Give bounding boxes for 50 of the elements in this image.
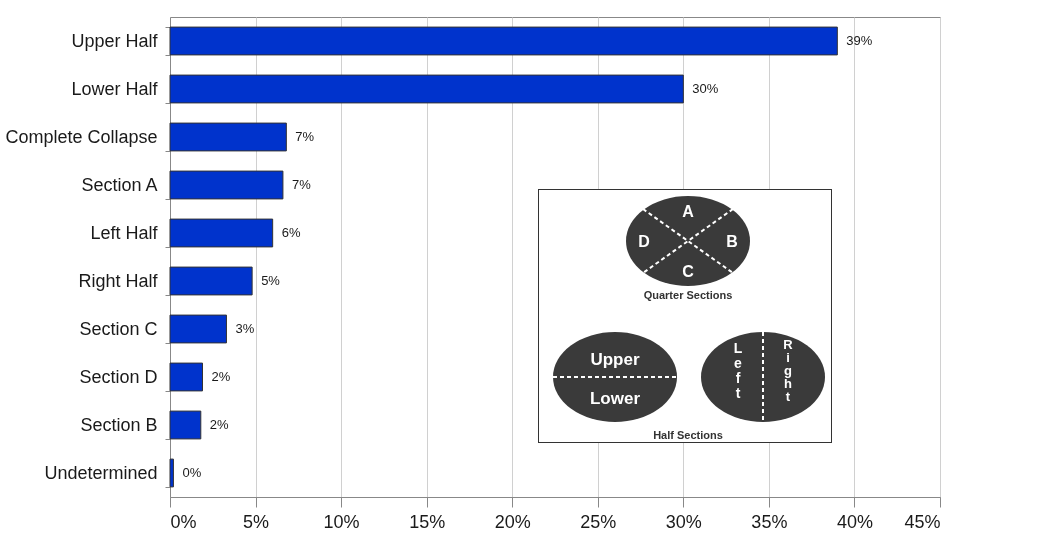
y-tick-label: Section A — [81, 174, 158, 195]
x-tick-label: 25% — [580, 511, 617, 532]
annotation: Lower — [589, 389, 641, 408]
annotation: B — [726, 233, 738, 250]
x-tick-label: 30% — [665, 511, 702, 532]
annotation: D — [638, 233, 650, 250]
bar — [169, 170, 284, 200]
bar — [169, 314, 227, 344]
data-label: 2% — [211, 369, 231, 384]
annotation: Quarter Sections — [643, 289, 733, 301]
annotation: Left — [733, 340, 743, 401]
bar — [169, 362, 204, 392]
annotation: A — [682, 203, 695, 220]
x-tick-label: 40% — [836, 511, 873, 532]
annotation: C — [682, 263, 695, 280]
annotation: Right — [783, 337, 794, 404]
y-tick-label: Lower Half — [71, 78, 159, 99]
annotation: Upper — [590, 350, 640, 369]
y-tick-label: Left Half — [90, 222, 159, 243]
x-tick-label: 45% — [904, 511, 941, 532]
bar — [169, 74, 684, 104]
x-tick-label: 15% — [409, 511, 446, 532]
x-tick-label: 10% — [323, 511, 360, 532]
data-label: 0% — [182, 465, 202, 480]
data-label: 5% — [261, 273, 281, 288]
bar — [169, 410, 202, 440]
data-label: 39% — [846, 33, 873, 48]
y-tick-label: Undetermined — [44, 462, 158, 483]
x-tick-label: 20% — [494, 511, 531, 532]
bar — [169, 26, 838, 56]
data-label: 3% — [235, 321, 255, 336]
y-tick-label: Section D — [79, 366, 158, 387]
data-label: 30% — [692, 81, 719, 96]
data-label: 2% — [209, 417, 230, 432]
y-tick-label: Section B — [80, 414, 158, 435]
y-tick-label: Right Half — [78, 270, 159, 291]
data-label: 7% — [291, 177, 312, 192]
data-label: 7% — [295, 129, 315, 144]
bar — [169, 122, 287, 152]
x-tick-label: 0% — [170, 511, 197, 532]
x-tick-label: 35% — [751, 511, 788, 532]
bar — [169, 218, 274, 248]
x-tick-label: 5% — [243, 511, 270, 532]
annotation: Half Sections — [653, 429, 723, 441]
data-label: 6% — [281, 225, 301, 240]
y-tick-label: Upper Half — [71, 30, 159, 51]
bar — [169, 266, 253, 296]
bar — [169, 458, 174, 488]
y-tick-label: Section C — [79, 318, 158, 339]
y-tick-label: Complete Collapse — [5, 126, 158, 147]
